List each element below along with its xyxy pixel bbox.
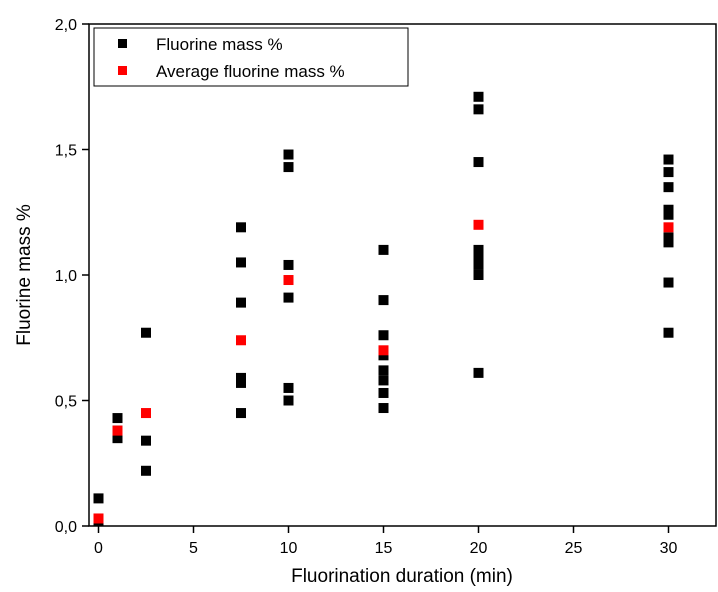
x-tick-label: 5 [189, 540, 198, 557]
fluorine-point [236, 297, 246, 308]
fluorine-point [663, 182, 674, 193]
fluorine-point [93, 493, 104, 504]
fluorine-point [663, 327, 674, 338]
legend-label-average: Average fluorine mass % [156, 62, 345, 81]
fluorine-point [473, 104, 484, 115]
y-axis-label: Fluorine mass % [14, 204, 35, 346]
data-markers [93, 91, 674, 526]
x-tick-label: 25 [565, 540, 583, 557]
x-axis: 0 5 10 15 20 25 30 [94, 526, 678, 557]
fluorine-point [283, 149, 294, 160]
fluorine-point [378, 350, 389, 361]
series-1 [93, 219, 674, 524]
legend-marker-average [118, 66, 127, 75]
fluorine-point [283, 395, 294, 406]
fluorine-point [378, 244, 389, 255]
x-tick-label: 15 [375, 540, 393, 557]
fluorine-point [378, 387, 389, 398]
fluorine-point [378, 365, 389, 376]
y-tick-label: 1,5 [55, 143, 77, 160]
fluorine-point [378, 330, 389, 341]
x-tick-label: 30 [660, 540, 678, 557]
plot-frame [88, 23, 717, 527]
fluorine-point [378, 295, 389, 306]
fluorine-point [283, 382, 294, 393]
average-point [283, 275, 294, 286]
fluorine-point [663, 237, 674, 248]
fluorine-point [283, 292, 294, 303]
fluorine-point [473, 259, 484, 270]
x-tick-label: 0 [94, 540, 103, 557]
fluorine-point [663, 204, 674, 215]
legend-marker-fluorine [118, 39, 127, 48]
x-tick-label: 10 [280, 540, 298, 557]
fluorine-point [663, 277, 674, 288]
average-point [473, 219, 484, 230]
y-tick-label: 0,5 [55, 394, 77, 411]
series-0 [93, 91, 674, 526]
fluorine-point [473, 244, 484, 255]
fluorine-point [473, 367, 484, 378]
fluorine-point [378, 403, 389, 414]
average-point [141, 408, 151, 419]
fluorine-point [141, 435, 151, 446]
fluorine-point [283, 259, 294, 270]
fluorine-point [378, 375, 389, 386]
average-point [93, 513, 104, 524]
average-point [378, 345, 389, 356]
average-point [236, 335, 246, 346]
legend-label-fluorine: Fluorine mass % [156, 35, 283, 54]
fluorine-point [141, 327, 151, 338]
fluorine-point [473, 252, 484, 263]
fluorine-point [236, 408, 246, 419]
fluorine-point [473, 91, 484, 102]
fluorine-point [236, 222, 246, 233]
fluorine-point [141, 465, 151, 476]
x-axis-label: Fluorination duration (min) [291, 566, 513, 587]
legend-box [93, 27, 409, 87]
y-axis: 0,0 0,5 1,0 1,5 2,0 [55, 17, 89, 536]
fluorine-point [663, 209, 674, 220]
legend: Fluorine mass % Average fluorine mass % [93, 27, 409, 87]
y-tick-label: 2,0 [55, 17, 77, 34]
fluorine-point [663, 154, 674, 165]
x-tick-label: 20 [470, 540, 488, 557]
y-tick-label: 1,0 [55, 268, 77, 285]
fluorine-point [112, 413, 123, 424]
fluorine-point [236, 377, 246, 388]
average-point [112, 425, 123, 436]
average-point [663, 222, 674, 233]
fluorine-point [236, 372, 246, 383]
fluorine-point [473, 157, 484, 168]
fluorine-point [473, 270, 484, 280]
fluorine-point [663, 167, 674, 178]
fluorine-point [283, 162, 294, 173]
fluorine-point [663, 232, 674, 243]
fluorine-point [236, 257, 246, 268]
fluorine-point [112, 433, 123, 444]
y-tick-label: 0,0 [55, 519, 77, 536]
